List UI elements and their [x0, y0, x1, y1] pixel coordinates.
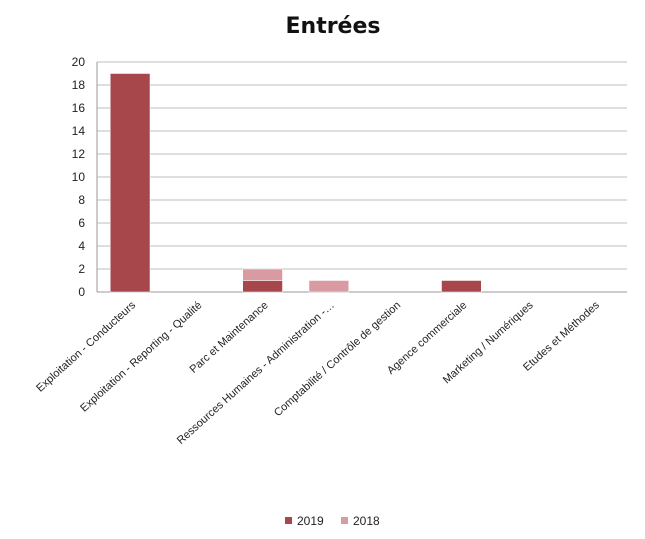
- bar-2018: [308, 280, 349, 293]
- bar-2019: [242, 280, 283, 293]
- y-tick-label: 12: [72, 147, 86, 161]
- y-tick-label: 16: [72, 101, 86, 115]
- bars: [110, 73, 482, 293]
- x-category-label: Comptabilité / Contrôle de gestion: [272, 299, 403, 419]
- bar-2019: [110, 73, 151, 293]
- x-category-label: Exploitation - Reporting - Qualité: [78, 299, 204, 414]
- legend-label: 2018: [353, 514, 380, 528]
- legend: 2019 2018: [285, 514, 380, 528]
- bar-2018: [242, 268, 283, 281]
- y-tick-label: 18: [72, 78, 86, 92]
- y-axis-tick-labels: 0 2 4 6 8 10 12 14 16 18 20: [72, 55, 86, 299]
- legend-label: 2019: [297, 514, 324, 528]
- y-tick-label: 14: [72, 124, 86, 138]
- y-tick-label: 8: [78, 193, 85, 207]
- bar-2019: [441, 280, 482, 293]
- y-tick-label: 2: [78, 262, 85, 276]
- legend-swatch-2018: [341, 517, 348, 524]
- gridlines: [96, 61, 627, 293]
- legend-swatch-2019: [285, 517, 292, 524]
- y-tick-label: 4: [78, 239, 85, 253]
- y-tick-label: 20: [72, 55, 86, 69]
- y-tick-label: 0: [78, 285, 85, 299]
- chart-title: Entrées: [286, 14, 381, 39]
- y-tick-label: 10: [72, 170, 86, 184]
- y-tick-label: 6: [78, 216, 85, 230]
